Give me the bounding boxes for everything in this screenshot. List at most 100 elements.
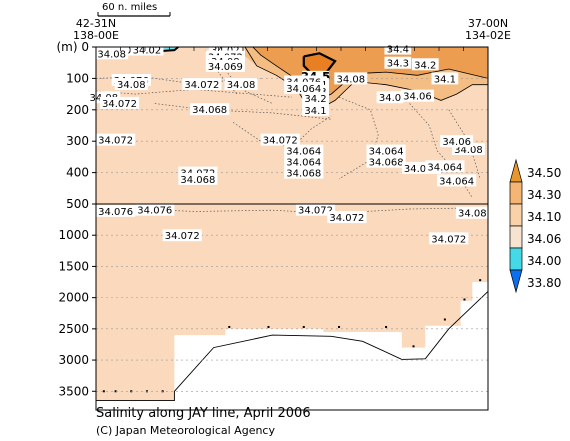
scale-bar-label: 60 n. miles: [102, 2, 157, 13]
contour-label-bg: [411, 58, 439, 71]
contour-label: 34.08: [336, 74, 365, 85]
contour-label: 34.076: [98, 207, 133, 218]
y-tick-label: 2500: [58, 322, 89, 336]
contour-label-bg: [384, 42, 412, 55]
colorbar-segment: [509, 269, 523, 294]
station-mark-10: [412, 345, 415, 348]
contour-label-bg: [295, 203, 336, 216]
contour-label-bg: [366, 144, 406, 157]
station-mark-13: [479, 279, 482, 282]
chart-title: Salinity along JAY line, April 2006: [96, 406, 311, 421]
contour-label-bg: [400, 89, 434, 102]
station-mark-11: [443, 318, 446, 321]
contour-label: 34.064: [286, 84, 321, 95]
contour-label-bg: [284, 81, 324, 94]
contour-label: 34.3: [387, 59, 409, 70]
contour-label: 34.08: [97, 49, 126, 60]
station-mark-1: [114, 390, 117, 393]
contour-label-bg: [431, 72, 459, 85]
y-tick-label: 500: [66, 197, 89, 211]
y-tick-label: 2000: [58, 291, 89, 305]
contour-label-bg: [260, 133, 300, 146]
contour-label-bg: [302, 92, 329, 105]
colorbar-label: 34.06: [527, 232, 561, 246]
bottom-mask: [96, 282, 488, 410]
colorbar-segment: [509, 181, 523, 205]
contour-label-bg: [366, 155, 406, 168]
contour-label: 34.069: [208, 62, 243, 73]
contour-label-bg: [96, 133, 136, 146]
contour-label-bg: [284, 144, 324, 157]
station-mark-7: [302, 325, 305, 328]
contour-label: 34.08: [454, 145, 483, 156]
station-mark-6: [267, 325, 270, 328]
colorbar-label: 34.10: [527, 210, 561, 224]
axes: 100 200 300 400 500 1000 1500 2000 2500 3000 3500 (…: [56, 40, 489, 411]
y-tick-label: 1500: [58, 259, 89, 273]
station-mark-12: [463, 298, 466, 301]
contour-label: 34.072: [165, 231, 200, 242]
contour-label: 34.072: [431, 234, 466, 245]
contour-label-bg: [99, 96, 140, 109]
y-tick-label: 3500: [58, 384, 89, 398]
colorbar-label: 34.30: [527, 188, 561, 202]
station-mark-8: [338, 325, 341, 328]
contour-label-bg: [224, 78, 258, 91]
colorbar-segment: [509, 225, 523, 249]
colorbar-label: 34.00: [527, 254, 561, 268]
contour-label: 34.064: [286, 147, 321, 158]
station-left-lat: 42-31N: [76, 17, 116, 30]
contour-label: 34.064: [369, 147, 404, 158]
colorbar-segment: [509, 247, 523, 271]
contour-label: 34.068: [180, 175, 215, 186]
salinity-core-34-50: [303, 53, 336, 82]
contour-label: 34.068: [286, 169, 321, 180]
contour-label-bg: [455, 206, 489, 219]
contour-label: 34.08: [227, 80, 256, 91]
contour-label-bg: [284, 155, 324, 168]
contour-label: 34.1: [434, 74, 456, 85]
contour-label: 34.06: [442, 137, 471, 148]
bathymetry-line: [96, 291, 489, 402]
colorbar-segment: [509, 203, 523, 227]
contour-label-bg: [425, 160, 465, 173]
contour-label: 34.06: [403, 92, 432, 103]
contour-34-30: [252, 46, 489, 101]
contour-label-bg: [178, 172, 218, 185]
contour-label: 34.072: [404, 164, 439, 175]
contour-label-bg: [95, 47, 129, 60]
contour-label-bg: [440, 135, 474, 148]
contour-label: 34.072: [98, 136, 133, 147]
contour-label-bg: [302, 103, 329, 116]
station-mark-9: [385, 325, 388, 328]
y-axis-label: (m) 0: [56, 40, 89, 54]
contour-label-bg: [114, 78, 148, 91]
contour-label: 34.068: [192, 105, 227, 116]
contour-labels: 34.0634.0834.0234.0234.07234.0834.06934.…: [87, 42, 489, 245]
contour-label: 34.08: [117, 80, 146, 91]
contour-label: 34.068: [369, 158, 404, 169]
contour-label-bg: [182, 78, 222, 91]
contour-label-bg: [384, 56, 412, 69]
contour-34-10: [244, 46, 488, 108]
y-tick-label: 300: [66, 134, 89, 148]
contour-label-bg: [284, 166, 324, 179]
contour-label: 34.064: [286, 158, 321, 169]
station-right-lat: 37-00N: [468, 17, 508, 30]
colorbar-label: 33.80: [527, 276, 561, 290]
contour-label: 34.2: [414, 60, 436, 71]
contour-label: 34.1: [304, 106, 326, 117]
contour-dotted-7: [233, 115, 332, 148]
y-tick-label: 1000: [58, 228, 89, 242]
station-mark-5: [228, 325, 231, 328]
station-mark-0: [102, 390, 105, 393]
y-tick-label: 100: [66, 71, 89, 85]
colorbar-label: 34.50: [527, 166, 561, 180]
contour-label-bg: [135, 203, 175, 216]
contour-label-bg: [162, 229, 202, 242]
chart-credit: (C) Japan Meteorological Agency: [96, 424, 275, 437]
contour-label: 34.4: [387, 45, 409, 56]
contour-label: 34.072: [329, 213, 364, 224]
